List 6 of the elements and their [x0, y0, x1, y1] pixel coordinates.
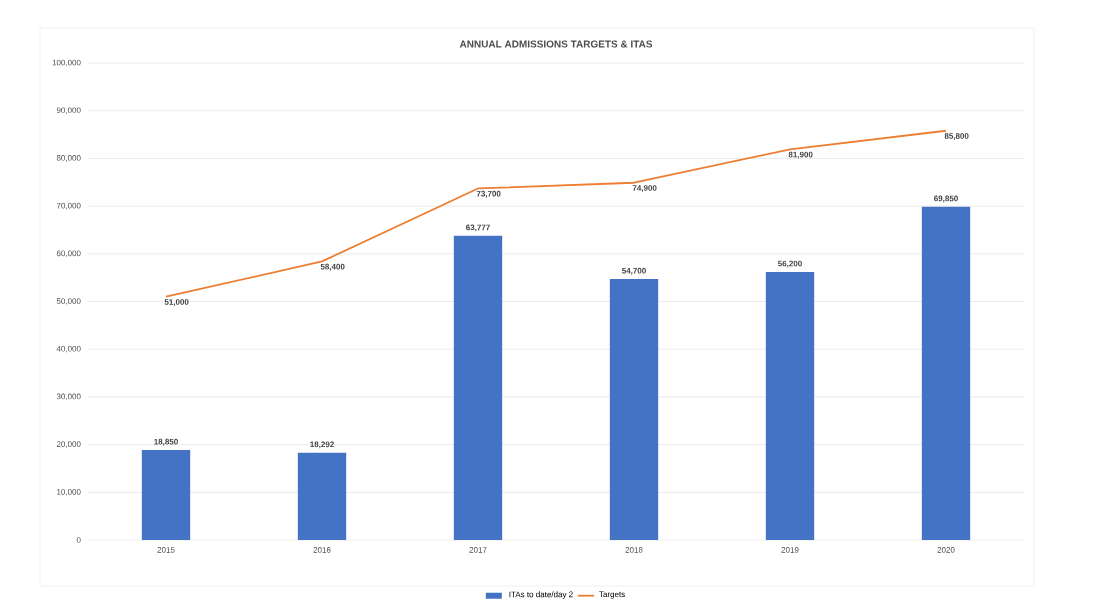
bar — [765, 271, 815, 540]
bar — [141, 450, 191, 540]
bar — [921, 206, 971, 540]
bar — [453, 235, 503, 540]
bar — [609, 279, 659, 540]
bar — [297, 452, 347, 540]
